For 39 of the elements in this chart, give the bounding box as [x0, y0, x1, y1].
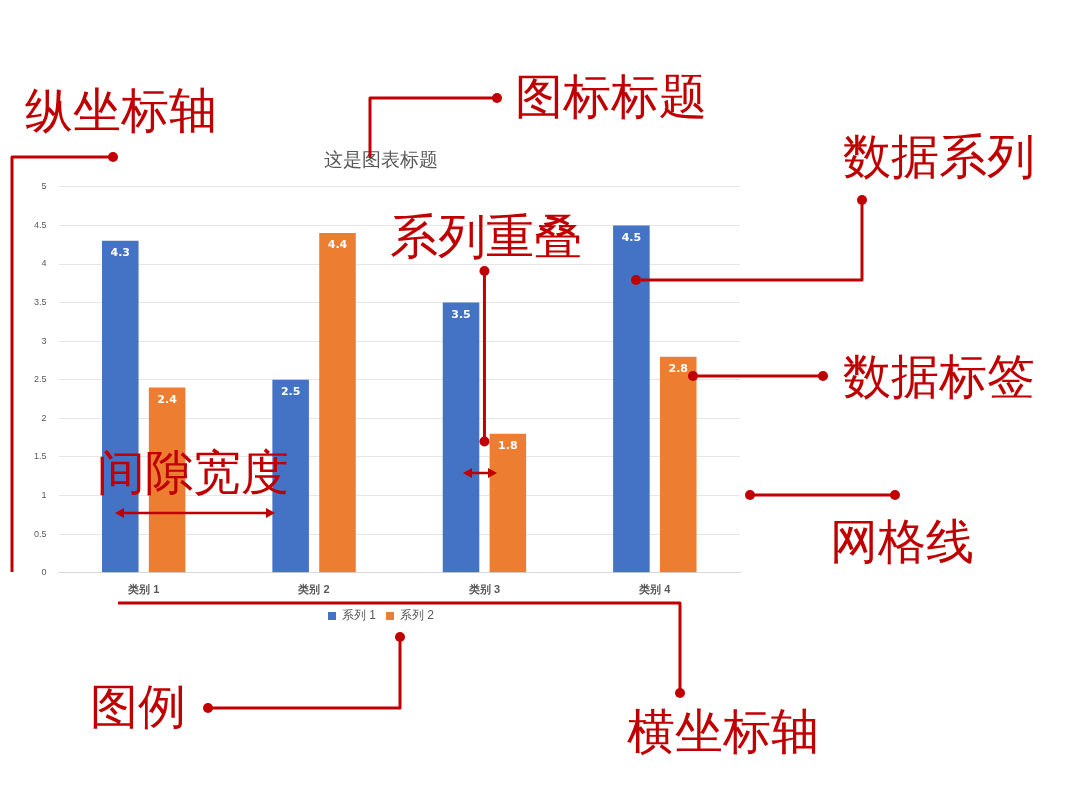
y-tick-label: 3 — [41, 335, 47, 346]
data-label: 4.4 — [327, 238, 348, 252]
y-tick-label: 1.5 — [34, 451, 47, 462]
bar — [319, 233, 356, 573]
x-tick-label: 类别 4 — [638, 583, 672, 596]
annotation: 系列重叠 — [390, 208, 582, 264]
legend-label: 系列 2 — [400, 608, 435, 623]
y-tick-label: 5 — [41, 181, 47, 192]
y-tick-label: 4 — [41, 258, 47, 269]
data-label: 2.5 — [280, 385, 301, 399]
y-tick-label: 3.5 — [34, 297, 47, 308]
y-tick-label: 4.5 — [34, 219, 47, 230]
x-tick-label: 类别 2 — [297, 583, 330, 596]
text: 图标标题 — [515, 68, 707, 124]
text: 网格线 — [830, 513, 974, 569]
text: 数据系列 — [843, 128, 1035, 184]
text: 图例 — [90, 678, 186, 734]
y-tick-label: 0 — [41, 567, 47, 578]
y-tick-label: 2.5 — [34, 374, 47, 385]
text: 纵坐标轴 — [25, 82, 217, 138]
data-label: 2.8 — [668, 362, 688, 375]
text: 横坐标轴 — [627, 703, 819, 759]
data-label: 2.4 — [157, 392, 178, 406]
bar — [613, 225, 650, 573]
y-tick-label: 2 — [41, 412, 47, 423]
legend-label: 系列 1 — [341, 608, 377, 623]
bar — [489, 433, 527, 573]
y-tick-label: 0.5 — [34, 528, 47, 539]
bar — [102, 240, 139, 573]
y-tick-label: 1 — [41, 490, 47, 501]
text: 数据标签 — [843, 348, 1035, 404]
data-label: 3.5 — [451, 307, 471, 321]
bar — [442, 302, 480, 573]
data-label: 1.8 — [498, 439, 518, 453]
bar — [659, 356, 697, 573]
x-tick-label: 类别 3 — [467, 583, 501, 596]
data-label: 4.5 — [621, 230, 642, 244]
x-tick-label: 类别 1 — [127, 583, 160, 596]
data-label: 4.3 — [110, 246, 131, 260]
